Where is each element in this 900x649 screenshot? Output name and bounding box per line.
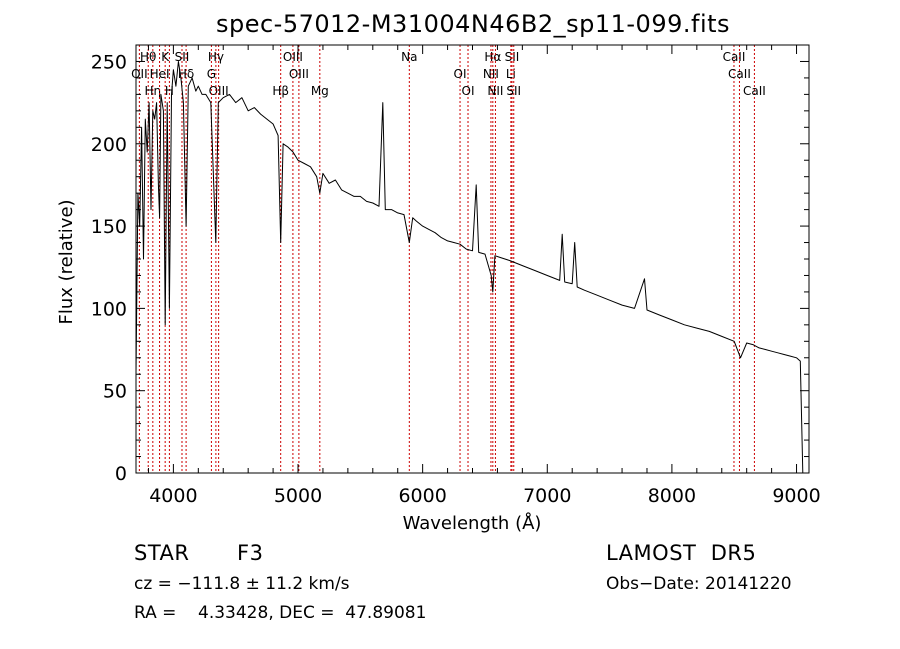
x-tick-label: 5000 (274, 485, 322, 507)
x-tick-label: 4000 (149, 485, 197, 507)
chart-title: spec-57012-M31004N46B2_sp11-099.fits (216, 10, 730, 38)
survey-label: LAMOST DR5 (606, 541, 757, 565)
marker-label: Hδ (178, 67, 194, 81)
coordinates: RA = 4.33428, DEC = 47.89081 (134, 603, 427, 623)
observation-date: Obs−Date: 20141220 (606, 574, 792, 594)
marker-label: Li (506, 67, 516, 81)
marker-label: Hβ (272, 84, 289, 98)
x-axis-title: Wavelength (Å) (403, 512, 542, 534)
marker-label: NII (483, 67, 499, 81)
plot-frame (135, 44, 810, 474)
marker-label: CaII (743, 84, 766, 98)
y-tick-label: 100 (91, 298, 127, 320)
marker-label: OII (131, 67, 148, 81)
marker-label: Hγ (208, 50, 224, 64)
line-markers: HθOIIHηKHeIHSIIHδOIIIHγGHβOIIIOIIIMgNaOI… (131, 45, 766, 473)
marker-label: OIII (283, 50, 303, 64)
marker-label: Na (401, 50, 417, 64)
x-tick-label: 7000 (523, 485, 571, 507)
marker-label: HeI (150, 67, 170, 81)
redshift-velocity: cz = −111.8 ± 11.2 km/s (134, 574, 350, 594)
x-tick-label: 8000 (648, 485, 696, 507)
marker-label: OI (462, 84, 475, 98)
y-tick-label: 200 (91, 134, 127, 156)
x-tick-label: 9000 (772, 485, 820, 507)
marker-label: Hα (484, 50, 501, 64)
spectral-subclass: F3 (237, 541, 264, 565)
y-axis: 0 50 100 150 200 250 (91, 44, 809, 485)
y-tick-label: 0 (115, 463, 127, 485)
series-group (135, 61, 804, 474)
marker-label: Hθ (140, 50, 156, 64)
marker-label: G (207, 67, 216, 81)
marker-label: H (165, 84, 174, 98)
marker-label: SII (505, 50, 520, 64)
y-axis-title: Flux (relative) (56, 199, 77, 324)
y-tick-label: 50 (103, 381, 127, 403)
marker-label: SII (506, 84, 521, 98)
marker-label: Mg (311, 84, 329, 98)
x-tick-label: 6000 (398, 485, 446, 507)
marker-label: NII (487, 84, 503, 98)
marker-label: CaII (723, 50, 746, 64)
y-tick-label: 150 (91, 216, 127, 238)
object-class: STAR (134, 541, 190, 565)
marker-label: OIII (209, 84, 229, 98)
y-tick-label: 250 (91, 51, 127, 73)
spectrum-line (135, 61, 804, 474)
marker-label: SII (175, 50, 190, 64)
marker-label: OIII (289, 67, 309, 81)
marker-label: OI (454, 67, 467, 81)
marker-label: Hη (145, 84, 162, 98)
marker-label: K (161, 50, 170, 64)
marker-label: CaII (728, 67, 751, 81)
x-axis: 4000 5000 6000 7000 8000 9000 (147, 45, 821, 507)
